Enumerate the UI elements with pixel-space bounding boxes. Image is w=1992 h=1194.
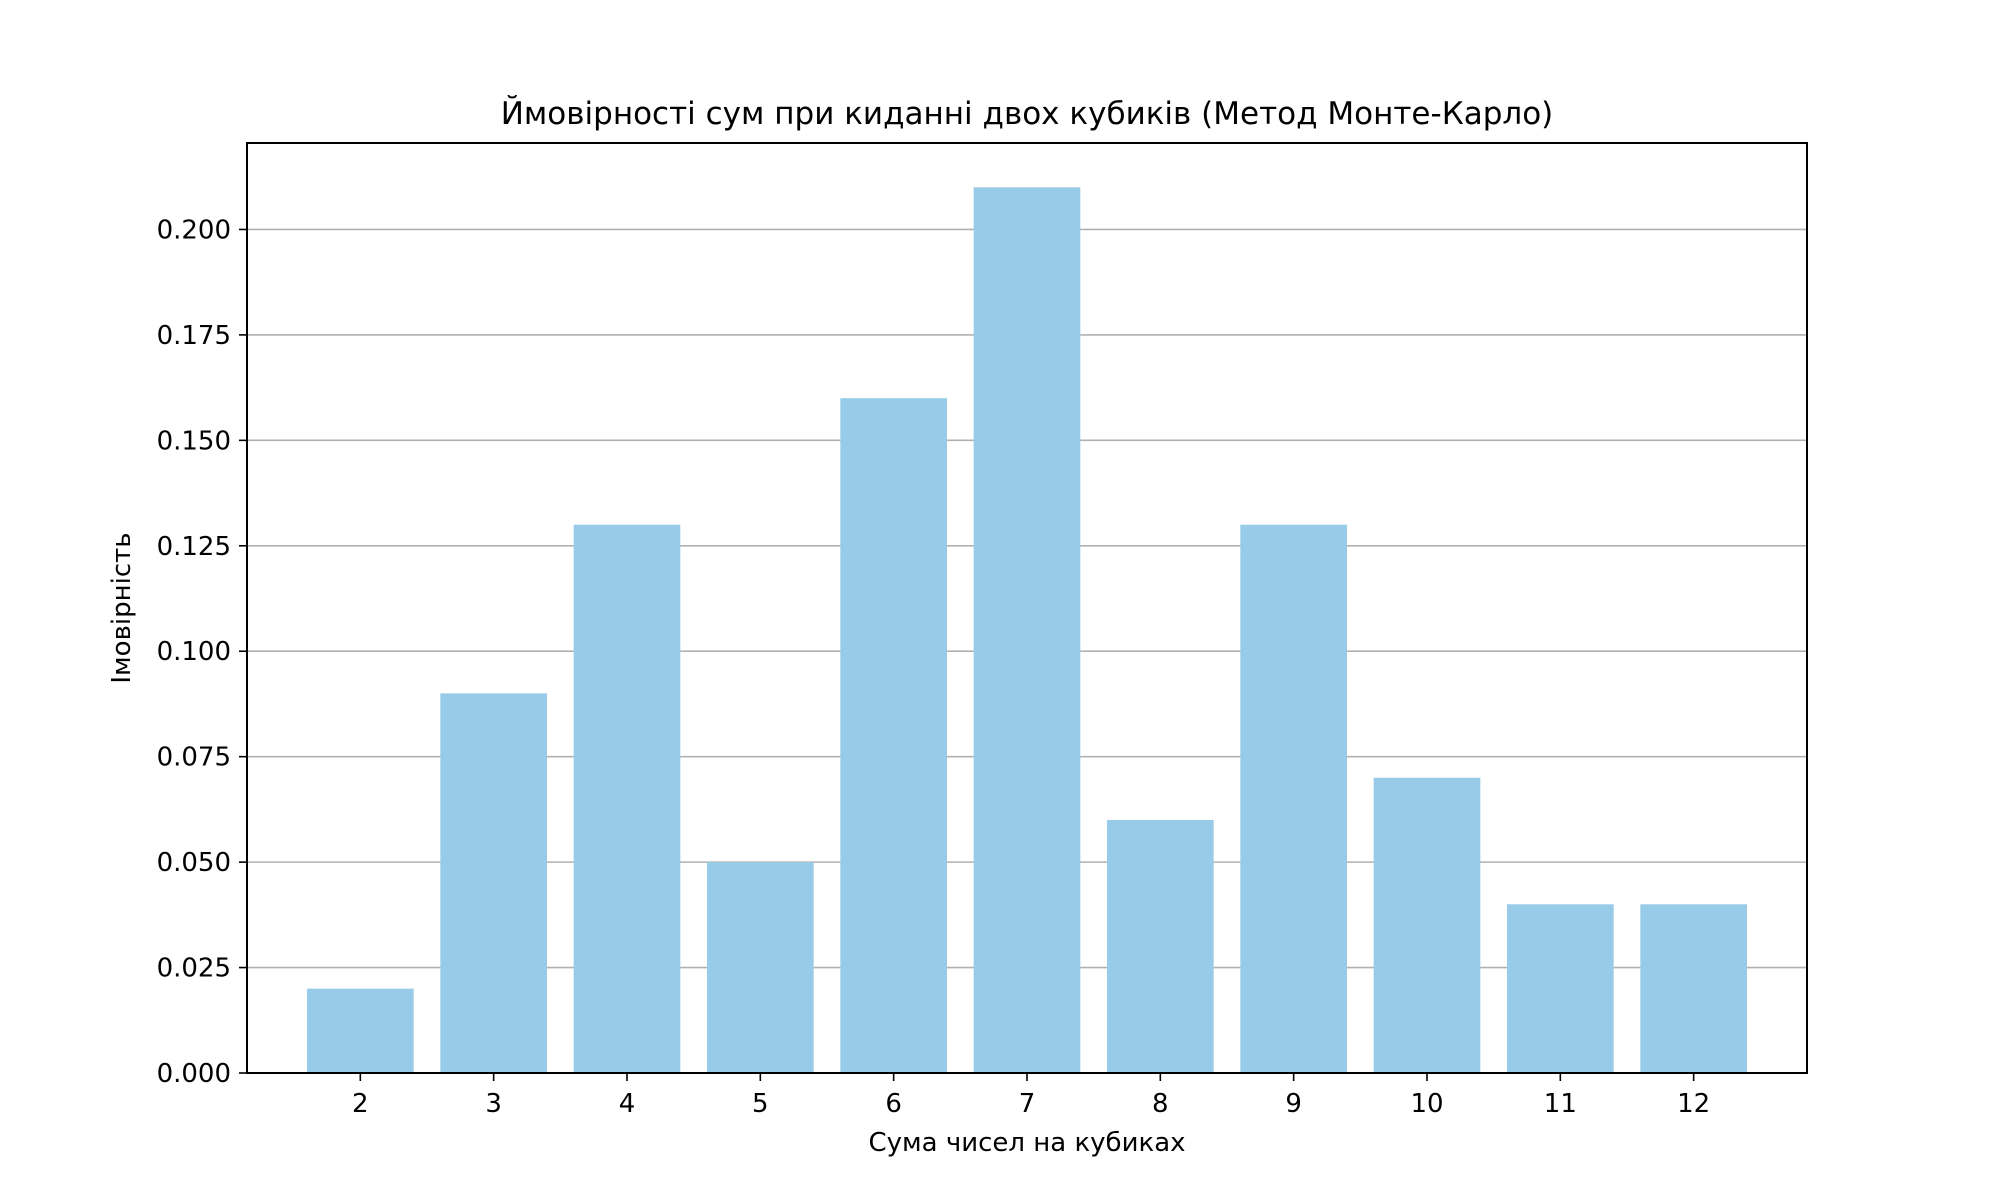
y-tick-label: 0.200 [157, 215, 231, 245]
x-tick-label: 5 [752, 1089, 769, 1119]
y-tick-label: 0.050 [157, 848, 231, 878]
x-tick-label: 11 [1544, 1089, 1577, 1119]
x-tick-label: 10 [1410, 1089, 1443, 1119]
y-tick-label: 0.175 [157, 321, 231, 351]
bar-11 [1507, 904, 1614, 1073]
y-axis-label: Імовірність [107, 532, 137, 683]
y-tick-label: 0.125 [157, 532, 231, 562]
bar-9 [1240, 524, 1347, 1073]
x-tick-label: 8 [1152, 1089, 1169, 1119]
x-tick-label: 7 [1019, 1089, 1036, 1119]
bar-2 [307, 988, 414, 1073]
bars-layer [307, 187, 1747, 1074]
bar-8 [1107, 819, 1214, 1073]
x-tick-label: 12 [1677, 1089, 1710, 1119]
x-axis-label: Сума чисел на кубиках [868, 1128, 1185, 1158]
y-tick-label: 0.150 [157, 426, 231, 456]
bar-12 [1640, 904, 1747, 1073]
y-tick-label: 0.100 [157, 637, 231, 667]
y-tick-label: 0.000 [157, 1059, 231, 1089]
x-axis-ticks: 2 3 4 5 6 7 8 9 10 11 12 [352, 1073, 1710, 1119]
bar-4 [573, 524, 681, 1073]
x-tick-label: 2 [352, 1089, 369, 1119]
x-tick-label: 9 [1285, 1089, 1302, 1119]
y-tick-label: 0.075 [157, 743, 231, 773]
x-tick-label: 3 [485, 1089, 502, 1119]
bar-6 [840, 398, 947, 1074]
bar-3 [440, 693, 547, 1073]
bar-10 [1373, 777, 1481, 1073]
y-axis-ticks: 0.000 0.025 0.050 0.075 0.100 0.125 0.150 0.175… [157, 215, 247, 1089]
x-tick-label: 4 [619, 1089, 636, 1119]
bar-5 [707, 862, 814, 1073]
chart-title: Ймовірності сум при киданні двох кубиків… [501, 96, 1554, 132]
bar-7 [973, 187, 1081, 1074]
x-tick-label: 6 [885, 1089, 902, 1119]
y-tick-label: 0.025 [157, 954, 231, 984]
